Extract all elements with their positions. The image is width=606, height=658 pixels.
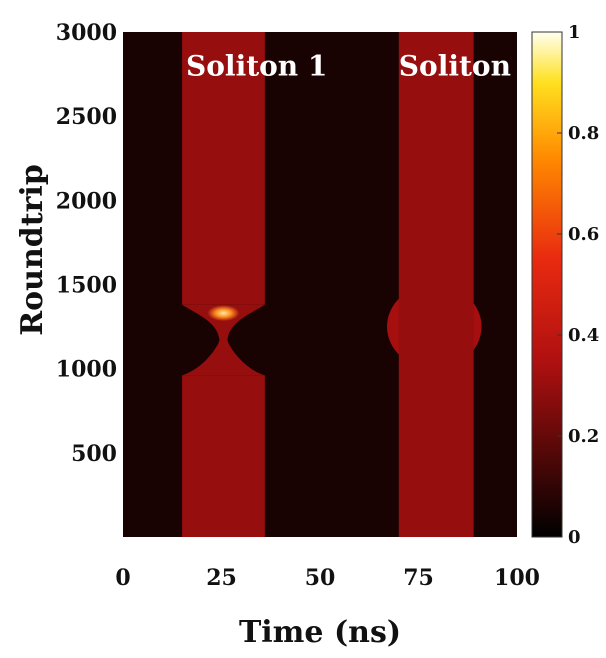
soliton-1-segment-2 <box>182 32 265 305</box>
y-tick-label: 3000 <box>56 20 117 46</box>
y-axis-ticks: 500 1000 1500 2000 2500 3000 <box>56 20 117 467</box>
annotations: Soliton 1 Soliton 2 <box>186 50 540 83</box>
x-tick-label: 50 <box>305 565 336 591</box>
x-axis-label: Time (ns) <box>239 615 401 650</box>
colorbar-ticks: 0 0.2 0.4 0.6 0.8 1 <box>557 22 599 548</box>
soliton-1-segment-1 <box>182 375 265 537</box>
y-tick-label: 500 <box>71 441 117 467</box>
colorbar-tick-label: 0 <box>568 527 581 548</box>
colorbar-tick-label: 0.4 <box>568 325 599 346</box>
y-axis-label: Roundtrip <box>15 164 50 336</box>
heatmap-marks <box>182 32 482 537</box>
colorbar <box>531 31 563 538</box>
soliton-1-collision-hotspot <box>207 305 240 322</box>
y-tick-label: 1500 <box>56 273 117 299</box>
x-tick-label: 100 <box>494 565 540 591</box>
y-tick-label: 2500 <box>56 104 117 130</box>
y-tick-label: 2000 <box>56 188 117 214</box>
x-tick-label: 25 <box>206 565 237 591</box>
soliton-label-1: Soliton 1 <box>186 50 327 83</box>
colorbar-tick-label: 1 <box>568 22 581 43</box>
x-tick-label: 0 <box>115 565 130 591</box>
colorbar-tick-label: 0.8 <box>568 123 599 144</box>
y-tick-label: 1000 <box>56 357 117 383</box>
soliton-label-2: Soliton 2 <box>399 50 540 83</box>
soliton-1-collision <box>182 304 265 376</box>
x-tick-label: 75 <box>403 565 434 591</box>
colorbar-tick-label: 0.6 <box>568 224 599 245</box>
colorbar-tick-label: 0.2 <box>568 426 599 447</box>
soliton-2-segment-1 <box>398 32 474 537</box>
x-axis-ticks: 0 25 50 75 100 <box>115 565 540 591</box>
